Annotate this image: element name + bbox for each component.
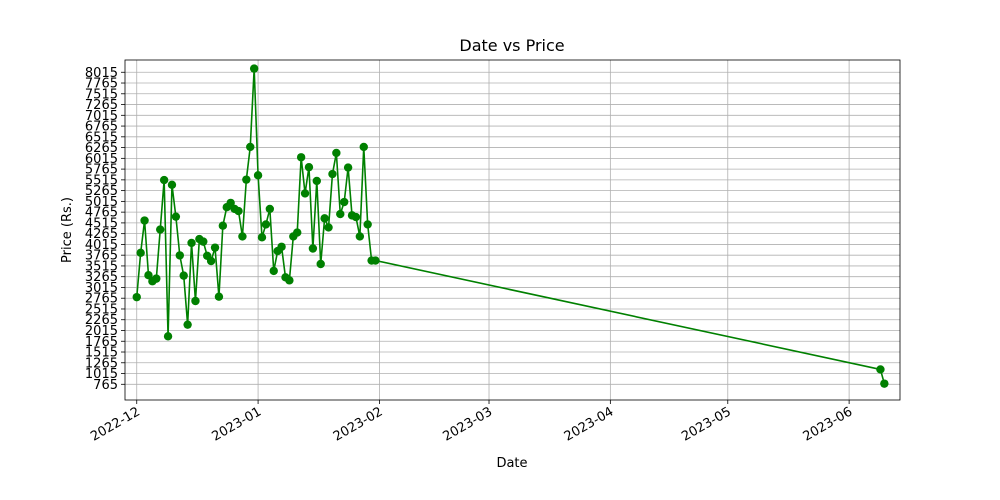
chart-title: Date vs Price [459,36,564,55]
y-tick-label: 1265 [85,356,118,371]
y-tick-label: 7765 [85,77,118,92]
y-tick-label: 2515 [85,302,118,317]
data-point [265,204,275,214]
data-point [876,365,885,374]
data-point [300,189,310,198]
y-tick-label: 5765 [85,163,118,178]
y-tick-label: 5515 [85,173,118,188]
axes-frame [124,59,901,401]
data-point [324,223,333,232]
data-point [132,292,141,302]
data-point [159,175,169,185]
data-point [183,320,192,329]
y-tick-label: 6015 [85,152,118,167]
data-point [206,256,216,266]
plot-area [125,60,900,400]
data-point [316,259,325,269]
data-point [187,238,196,248]
data-point [339,197,349,207]
data-point [355,232,365,241]
y-tick-label: 3265 [85,270,118,285]
data-point [336,209,345,219]
axes [121,59,901,404]
y-tick-label: 2015 [85,324,118,339]
price-line [135,67,886,384]
grid-lines [125,60,900,400]
data-point [242,175,251,184]
y-tick-label: 6515 [85,130,118,145]
data-point [363,220,372,229]
y-tick-label: 3515 [85,259,118,274]
y-tick-label: 3765 [85,249,118,264]
y-tick-label: 7515 [85,87,118,102]
data-point [257,233,267,242]
data-point [296,153,306,162]
data-point [328,169,337,179]
data-point [218,221,228,230]
y-tick-label: 1015 [85,367,118,382]
data-point [214,292,224,301]
y-tick-label: 4265 [85,227,118,242]
data-point [359,142,368,152]
y-tick-label: 4765 [85,206,118,221]
y-tick-label: 1515 [85,346,118,361]
y-tick-label: 4515 [85,216,118,231]
y-tick-label: 4015 [85,238,118,253]
series-layer [132,64,889,388]
y-tick-label: 7015 [85,109,118,124]
data-point [136,248,145,258]
data-point [238,232,247,241]
data-point [269,266,278,276]
data-point [210,243,220,252]
y-axis-label: Price (Rs.) [60,197,75,263]
data-point [249,64,259,73]
y-tick-label: 5265 [85,184,118,199]
y-tick-label: 1765 [85,335,118,350]
y-tick-label: 6765 [85,120,118,135]
data-point [332,148,341,158]
data-point [304,162,314,172]
data-point [234,206,243,216]
data-point [277,242,286,251]
y-tick-label: 8015 [85,66,118,81]
data-point [351,212,361,222]
data-point [285,276,294,285]
data-point [156,225,165,234]
data-point [167,180,177,190]
data-point [226,198,235,208]
x-axis-label: Date [496,456,527,471]
data-point [293,228,302,237]
data-point [320,214,329,223]
data-point [179,271,188,280]
data-point [371,256,380,265]
data-point [140,216,149,225]
data-point [171,212,181,221]
data-point [312,176,321,186]
y-tick-label: 6265 [85,141,118,156]
data-point [144,270,153,280]
data-point [880,379,889,388]
data-point [163,332,173,341]
data-point [199,237,208,246]
data-point [308,244,318,253]
data-point [253,171,263,180]
data-point [343,163,353,172]
data-point [261,220,271,229]
y-tick-label: 2765 [85,292,118,307]
data-point [246,142,255,152]
data-point [175,251,184,260]
y-tick-label: 3015 [85,281,118,296]
y-tick-label: 2265 [85,313,118,328]
data-point [152,274,161,283]
y-tick-label: 765 [93,378,118,393]
data-point [191,296,200,306]
y-tick-label: 5015 [85,195,118,210]
y-tick-label: 7265 [85,98,118,113]
